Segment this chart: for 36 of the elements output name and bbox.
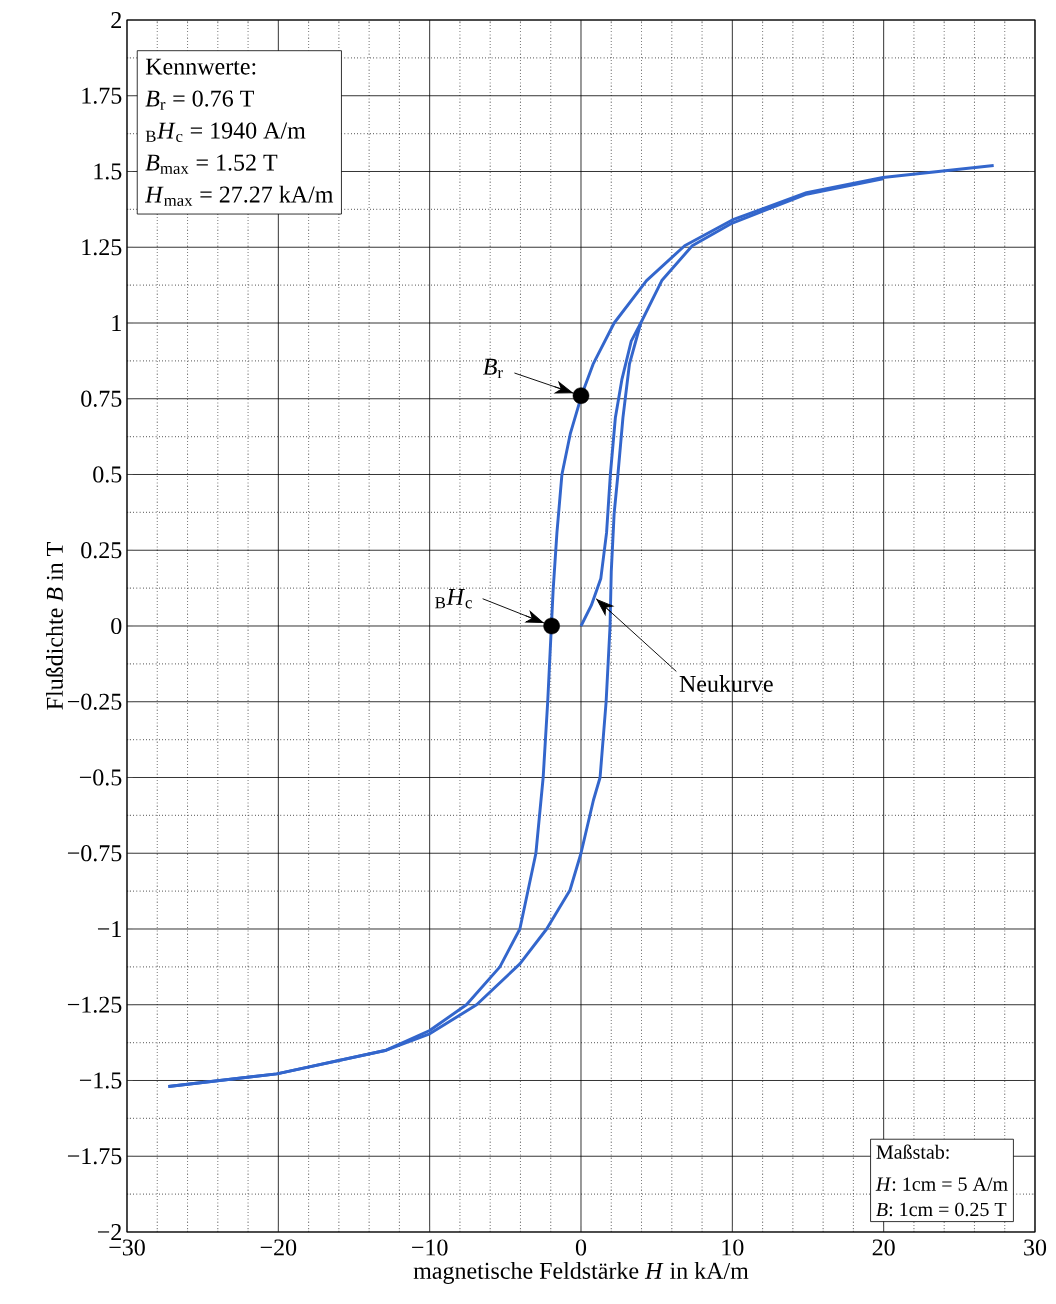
y-tick-label: 0.5 [93,466,122,483]
annotation: Kennwerte: [145,58,256,75]
y-tick-label: −1.25 [67,996,122,1013]
annotation: B$_{r}$ [482,358,503,379]
y-tick-label: 1.25 [82,239,122,256]
y-tick-label: −1.5 [79,1072,122,1089]
annotation: B: 1cm = 0.25 T [876,1202,1007,1217]
y-tick-label: 0 [111,617,122,635]
y-tick-label: 2 [111,12,121,28]
x-tick-label: −30 [109,1239,145,1256]
annotation: $_{B}$H$_{c}$ [435,589,472,609]
y-tick-label: 1 [112,315,121,331]
annotation: H: 1cm = 5 A/m [875,1177,1008,1191]
annotation: B$_{r}$ = 0.76 T [145,90,254,110]
y-tick-label: −0.75 [67,845,122,862]
y-tick-label: −1 [97,921,121,937]
x-tick-label: 10 [722,1239,744,1256]
y-tick-label: 0.25 [81,542,122,559]
y-tick-label: 1.5 [94,163,122,180]
y-tick-label: 0.75 [81,390,122,407]
annotation: H$_{max}$ = 27.27 kA/m [144,185,334,207]
annotation: B$_{max}$ = 1.52 T [145,154,278,175]
x-tick-label: 30 [1024,1239,1047,1256]
x-tick-label: −20 [260,1239,297,1256]
annotation: Maßstab: [876,1144,949,1159]
y-axis-title: Flußdichte B in T [45,542,63,710]
x-tick-label: −10 [412,1239,448,1256]
x-tick-label: 0 [575,1239,587,1256]
x-axis-title: magnetische Feldstärke H in kA/m [413,1262,749,1284]
annotation: $_{B}$H$_{c}$ = 1940 A/m [145,122,306,143]
x-tick-label: 20 [872,1239,895,1256]
y-tick-label: −2 [97,1224,121,1240]
y-tick-label: −0.25 [67,693,122,710]
y-tick-label: 1.75 [82,87,122,104]
y-tick-label: −1.75 [67,1148,122,1165]
y-tick-label: −0.5 [79,769,122,786]
